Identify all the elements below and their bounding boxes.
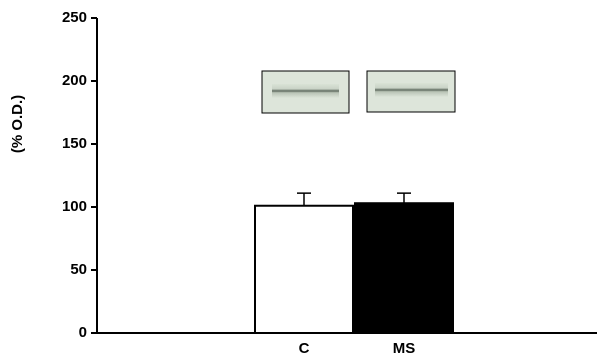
y-tick-label: 50 (70, 261, 87, 278)
y-tick-label: 100 (62, 198, 87, 215)
y-tick-label: 0 (79, 324, 87, 341)
blot-images (262, 71, 455, 113)
y-axis-label: (% O.D.) (9, 95, 26, 153)
x-tick-label: MS (393, 340, 416, 357)
chart: (% O.D.) 0 50 100 150 200 250 C MS (0, 0, 598, 358)
bar (255, 206, 353, 333)
bar (355, 203, 453, 333)
y-tick-label: 150 (62, 135, 87, 152)
y-tick-label: 250 (62, 9, 87, 26)
y-tick-label: 200 (62, 72, 87, 89)
x-tick-label: C (299, 340, 310, 357)
